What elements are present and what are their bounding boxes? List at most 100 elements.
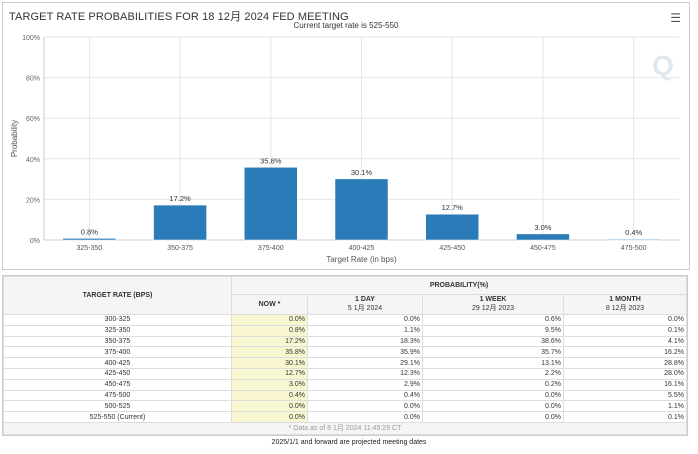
rate-cell: 525-550 (Current) bbox=[3, 411, 232, 423]
probability-cell: 35.8% bbox=[231, 346, 308, 359]
rate-cell: 475-500 bbox=[3, 389, 232, 402]
probability-cell: 17.2% bbox=[231, 335, 308, 348]
y-tick-label: 100% bbox=[22, 35, 40, 42]
probability-cell: 0.0% bbox=[307, 411, 423, 423]
x-tick-label: 425-450 bbox=[439, 245, 465, 252]
rate-cell: 375-400 bbox=[3, 346, 232, 359]
data-label: 12.7% bbox=[442, 203, 464, 212]
probability-cell: 0.0% bbox=[563, 314, 687, 326]
probability-cell: 16.2% bbox=[563, 346, 687, 359]
rate-cell: 325-350 bbox=[3, 324, 232, 337]
rate-cell: 350-375 bbox=[3, 335, 232, 348]
x-axis-title: Target Rate (in bps) bbox=[326, 255, 397, 264]
probability-cell: 13.1% bbox=[422, 357, 564, 369]
y-tick-label: 20% bbox=[26, 197, 40, 204]
probability-cell: 0.0% bbox=[307, 400, 423, 413]
hamburger-menu-icon[interactable]: ☰ bbox=[670, 11, 681, 25]
y-tick-label: 40% bbox=[26, 157, 40, 164]
probability-cell: 12.7% bbox=[231, 367, 308, 380]
probability-cell: 1.1% bbox=[307, 324, 423, 337]
probability-cell: 12.3% bbox=[307, 367, 423, 380]
column-label: 1 DAY bbox=[355, 296, 375, 303]
rate-cell: 450-475 bbox=[3, 378, 232, 391]
column-date: 5 1月 2024 bbox=[347, 305, 383, 312]
y-tick-label: 0% bbox=[30, 238, 40, 245]
probability-cell: 30.1% bbox=[231, 357, 308, 369]
y-tick-label: 80% bbox=[26, 76, 40, 83]
rate-cell: 500-525 bbox=[3, 400, 232, 413]
x-tick-label: 375-400 bbox=[258, 245, 284, 252]
column-header-0[interactable]: NOW * bbox=[231, 294, 308, 315]
bar bbox=[244, 167, 298, 241]
bar bbox=[62, 238, 117, 241]
table-row: 400-425 30.1% 29.1% 13.1% 28.8% bbox=[3, 357, 687, 369]
data-label: 0.8% bbox=[81, 227, 98, 236]
column-date: 29 12月 2023 bbox=[471, 305, 515, 312]
probability-cell: 0.0% bbox=[231, 411, 308, 423]
rate-cell: 425-450 bbox=[3, 367, 232, 380]
x-tick-label: 450-475 bbox=[530, 245, 556, 252]
probability-cell: 29.1% bbox=[307, 357, 423, 369]
data-label: 3.0% bbox=[534, 223, 551, 232]
probability-cell: 38.6% bbox=[422, 335, 564, 348]
projected-dates-note: 2025/1/1 and forward are projected meeti… bbox=[271, 439, 427, 446]
probability-cell: 9.5% bbox=[422, 324, 564, 337]
probability-cell: 2.2% bbox=[422, 367, 564, 380]
column-header-2[interactable]: 1 WEEK 29 12月 2023 bbox=[422, 294, 564, 315]
q-logo-icon: Q bbox=[652, 50, 674, 81]
probability-cell: 16.1% bbox=[563, 378, 687, 391]
column-header-3[interactable]: 1 MONTH 8 12月 2023 bbox=[563, 294, 687, 315]
rate-cell: 300-325 bbox=[3, 314, 232, 326]
probability-cell: 0.0% bbox=[422, 389, 564, 402]
probability-cell: 18.3% bbox=[307, 335, 423, 348]
probability-cell: 35.7% bbox=[422, 346, 564, 359]
chart-subtitle: Current target rate is 525-550 bbox=[293, 21, 399, 30]
rate-cell: 400-425 bbox=[3, 357, 232, 369]
probability-cell: 0.0% bbox=[307, 314, 423, 326]
probability-cell: 0.0% bbox=[231, 314, 308, 326]
table-row: 525-550 (Current) 0.0% 0.0% 0.0% 0.1% bbox=[3, 411, 687, 423]
table-row: 300-325 0.0% 0.0% 0.6% 0.0% bbox=[3, 314, 687, 326]
x-tick-label: 400-425 bbox=[349, 245, 375, 252]
probability-table: TARGET RATE (BPS) PROBABILITY(%) NOW * 1 … bbox=[2, 275, 688, 436]
probability-cell: 0.0% bbox=[422, 411, 564, 423]
probability-cell: 0.0% bbox=[231, 400, 308, 413]
table-row: 425-450 12.7% 12.3% 2.2% 28.0% bbox=[3, 367, 687, 380]
chart-title: TARGET RATE PROBABILITIES FOR 18 12月 202… bbox=[9, 11, 349, 23]
data-timestamp-note: * Data as of 8 1月 2024 11:45:29 CT bbox=[3, 421, 687, 435]
bar bbox=[153, 204, 207, 241]
bar-chart: 0% 20% 40% 60% 80% 100% 0.8% 325-350 17.2% 350-37… bbox=[10, 35, 679, 264]
column-date: 8 12月 2023 bbox=[605, 305, 645, 312]
data-label: 35.8% bbox=[260, 156, 282, 165]
chart-panel: TARGET RATE PROBABILITIES FOR 18 12月 202… bbox=[2, 2, 690, 270]
y-axis-title: Probability bbox=[10, 120, 19, 157]
probability-cell: 0.4% bbox=[231, 389, 308, 402]
probability-cell: 0.6% bbox=[422, 314, 564, 326]
table-row: 375-400 35.8% 35.9% 35.7% 16.2% bbox=[3, 346, 687, 359]
bar bbox=[334, 178, 389, 241]
x-tick-label: 325-350 bbox=[77, 245, 103, 252]
probability-cell: 3.0% bbox=[231, 378, 308, 391]
column-label: 1 MONTH bbox=[609, 296, 641, 303]
data-label: 30.1% bbox=[351, 168, 373, 177]
data-label: 0.4% bbox=[625, 228, 642, 237]
column-header-1[interactable]: 1 DAY 5 1月 2024 bbox=[307, 294, 423, 315]
column-label: NOW * bbox=[258, 301, 281, 308]
table-row: 325-350 0.8% 1.1% 9.5% 0.1% bbox=[3, 324, 687, 337]
probability-cell: 4.1% bbox=[563, 335, 687, 348]
table-row: 500-525 0.0% 0.0% 0.0% 1.1% bbox=[3, 400, 687, 413]
probability-cell: 28.8% bbox=[563, 357, 687, 369]
probability-cell: 28.0% bbox=[563, 367, 687, 380]
x-tick-label: 350-375 bbox=[167, 245, 193, 252]
probability-cell: 0.4% bbox=[307, 389, 423, 402]
y-tick-label: 60% bbox=[26, 116, 40, 123]
table-row: 475-500 0.4% 0.4% 0.0% 5.5% bbox=[3, 389, 687, 402]
x-tick-label: 475-500 bbox=[621, 245, 647, 252]
data-label: 17.2% bbox=[169, 194, 191, 203]
table-row: 350-375 17.2% 18.3% 38.6% 4.1% bbox=[3, 335, 687, 348]
probability-cell: 1.1% bbox=[563, 400, 687, 413]
probability-cell: 5.5% bbox=[563, 389, 687, 402]
probability-header: PROBABILITY(%) bbox=[231, 276, 687, 295]
bar bbox=[516, 233, 570, 241]
bar bbox=[606, 238, 661, 241]
